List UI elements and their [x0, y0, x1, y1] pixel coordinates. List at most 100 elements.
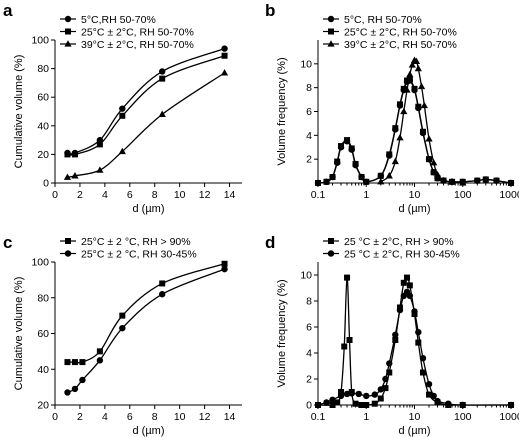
data-point: [386, 151, 393, 158]
data-point: [508, 180, 514, 186]
legend: 5°C,RH 50-70%25°C ± 2°C, RH 50-70%39°C ±…: [60, 14, 194, 51]
legend-entry: 25°C ± 2°C, RH 50-70%: [344, 26, 457, 38]
y-axis-label: Volume frequency (%): [276, 57, 288, 165]
x-tick-label: 12: [199, 189, 211, 201]
legend-entry: 5°C,RH 50-70%: [81, 14, 156, 26]
x-tick-label: 10: [409, 411, 421, 423]
x-axis-label: d (µm): [132, 425, 164, 437]
data-point: [406, 70, 414, 78]
y-tick-label: 6: [306, 106, 312, 118]
data-point: [507, 401, 515, 409]
data-point: [419, 369, 426, 376]
data-point: [221, 260, 228, 267]
data-point: [415, 329, 422, 336]
data-point: [159, 290, 166, 298]
legend-marker: [65, 238, 71, 244]
data-point: [439, 176, 448, 184]
x-tick-label: 14: [224, 189, 236, 201]
legend-entry: 25 °C ± 2°C, RH 30-45%: [344, 248, 460, 260]
data-point: [329, 396, 336, 403]
data-point: [329, 402, 336, 408]
data-point: [220, 69, 229, 76]
data-point: [400, 279, 407, 286]
data-point: [420, 101, 428, 109]
x-tick-label: 14: [224, 411, 236, 423]
x-axis-label: d (µm): [132, 203, 164, 215]
data-point: [315, 180, 321, 186]
legend-marker: [327, 40, 335, 47]
data-point: [119, 324, 126, 332]
data-point: [158, 110, 166, 117]
y-axis-label: Cumulative volume (%): [13, 55, 25, 169]
data-point: [71, 172, 79, 179]
x-tick-label: 10: [409, 189, 421, 201]
series-2: [64, 52, 228, 158]
data-point: [323, 399, 330, 406]
data-point: [64, 389, 71, 396]
data-point: [338, 143, 345, 150]
data-point: [343, 390, 351, 398]
y-tick-label: 60: [37, 92, 49, 104]
series-3: [377, 56, 467, 186]
x-tick-label: 2: [77, 189, 83, 201]
series-line: [317, 79, 512, 184]
y-tick-label: 10: [300, 270, 312, 282]
data-point: [338, 389, 345, 395]
legend-marker: [64, 40, 72, 47]
data-point: [400, 107, 408, 115]
data-point: [118, 147, 126, 155]
data-point: [425, 381, 433, 388]
legend-entry: 25 °C ± 2°C, RH > 90%: [344, 236, 454, 248]
x-axis-label: d (µm): [398, 203, 430, 215]
legend-entry: 25°C ± 2°C, RH 50-70%: [81, 26, 194, 38]
x-tick-label: 6: [127, 189, 133, 201]
data-point: [415, 103, 422, 110]
data-point: [386, 360, 393, 367]
legend-entry: 39°C ± 2°C, RH 50-70%: [344, 39, 457, 51]
x-tick-label: 8: [152, 411, 158, 423]
y-tick-label: 2: [306, 154, 312, 166]
series-line: [317, 78, 512, 184]
data-point: [426, 391, 433, 398]
data-point: [159, 75, 166, 82]
data-point: [414, 64, 422, 72]
y-tick-label: 4: [306, 130, 312, 142]
data-point: [404, 274, 411, 281]
data-point: [358, 174, 365, 181]
data-point: [358, 402, 365, 408]
panel-letter: b: [265, 1, 275, 20]
data-point: [221, 52, 228, 59]
data-point: [417, 82, 426, 90]
series-1: [64, 260, 228, 366]
panel-c: c 0 2 4 6 8 10 12 14 20 40 60 80 100 d (µm) Cumulative …: [3, 233, 242, 437]
data-point: [382, 375, 389, 383]
y-tick-label: 6: [306, 322, 312, 334]
data-point: [377, 178, 385, 185]
data-point: [392, 331, 399, 338]
y-tick-label: 2: [306, 374, 312, 386]
data-point: [96, 348, 103, 355]
y-tick-label: 60: [37, 328, 49, 340]
data-point: [406, 292, 414, 299]
series-3: [63, 69, 229, 180]
series-line: [67, 55, 225, 156]
data-point: [119, 105, 126, 112]
legend: 25 °C ± 2°C, RH > 90%25 °C ± 2°C, RH 30-…: [323, 236, 460, 260]
data-point: [400, 85, 407, 92]
x-axis-label: d (µm): [398, 425, 430, 437]
y-tick-label: 100: [31, 257, 49, 269]
data-point: [64, 359, 71, 366]
legend: 5°C, RH 50-70%25°C ± 2°C, RH 50-70%39°C …: [323, 14, 457, 51]
data-point: [386, 369, 393, 376]
y-tick-label: 80: [37, 63, 49, 75]
x-tick-label: 10: [174, 411, 186, 423]
data-point: [392, 125, 399, 132]
data-point: [430, 169, 437, 176]
data-point: [96, 357, 104, 364]
data-point: [96, 166, 104, 173]
data-point: [408, 61, 416, 68]
data-point: [434, 175, 441, 182]
